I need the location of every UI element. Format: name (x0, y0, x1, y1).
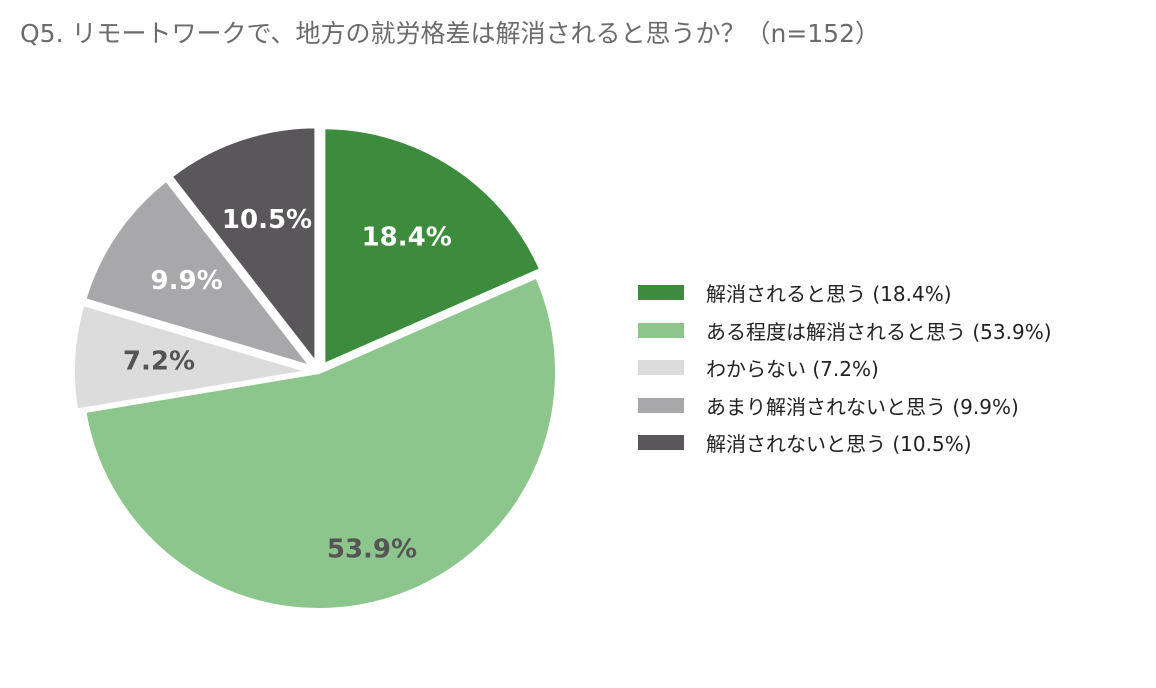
legend-swatch (638, 285, 684, 301)
slice-data-label: 18.4% (362, 222, 452, 252)
pie-slice (71, 301, 314, 413)
legend: 解消されると思う (18.4%) ある程度は解消されると思う (53.9%) わ… (638, 274, 1052, 462)
slice-data-label: 7.2% (123, 347, 195, 377)
legend-swatch (638, 360, 684, 376)
pie-slice (82, 274, 559, 612)
legend-item: 解消されると思う (18.4%) (638, 274, 1052, 312)
legend-label: わからない (7.2%) (706, 357, 879, 382)
legend-label: ある程度は解消されると思う (53.9%) (706, 319, 1052, 344)
legend-swatch (638, 435, 684, 451)
legend-item: 解消されないと思う (10.5%) (638, 424, 1052, 462)
pie-slice (168, 124, 319, 367)
legend-label: あまり解消されないと思う (9.9%) (706, 394, 1019, 419)
pie-slice (82, 177, 315, 370)
legend-swatch (638, 322, 684, 338)
slice-data-label: 10.5% (222, 205, 312, 235)
legend-label: 解消されると思う (18.4%) (706, 282, 952, 307)
legend-item: あまり解消されないと思う (9.9%) (638, 387, 1052, 425)
legend-item: わからない (7.2%) (638, 349, 1052, 387)
pie-slice (321, 125, 544, 368)
legend-label: 解消されないと思う (10.5%) (706, 432, 972, 457)
slice-data-label: 9.9% (151, 266, 223, 296)
legend-item: ある程度は解消されると思う (53.9%) (638, 312, 1052, 350)
legend-swatch (638, 397, 684, 413)
chart-title: Q5. リモートワークで、地方の就労格差は解消されると思うか？（n=152） (20, 19, 880, 48)
slice-data-label: 53.9% (327, 534, 417, 564)
